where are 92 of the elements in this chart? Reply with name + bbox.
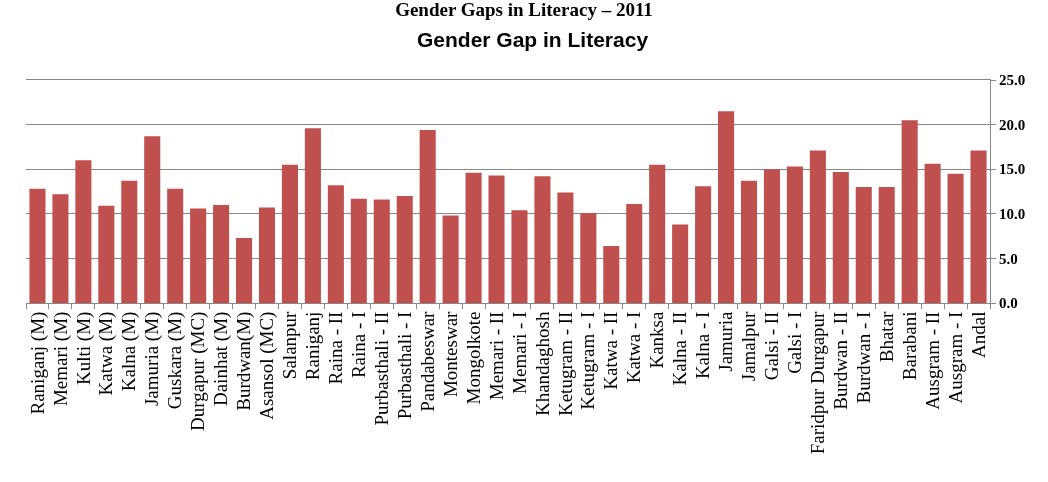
bar — [534, 176, 551, 303]
x-tick-label: Purbasthali - II — [370, 311, 392, 426]
bar — [786, 166, 803, 303]
bar — [970, 150, 987, 303]
bar — [511, 210, 528, 303]
bar — [419, 129, 436, 303]
x-tick-label: Memari - I — [508, 311, 530, 394]
bar — [626, 203, 643, 303]
y-tick-label: 5.0 — [999, 250, 1018, 267]
bar — [75, 160, 92, 303]
x-tick-label: Burdwan - I — [852, 311, 874, 404]
bar — [442, 215, 459, 303]
x-tick-label: Mongolkote — [462, 311, 484, 405]
x-tick-label: Memari (M) — [49, 311, 72, 407]
x-tick-label: Andal — [967, 311, 989, 359]
bar — [258, 207, 276, 303]
bar — [396, 195, 413, 303]
bar — [281, 164, 298, 303]
x-tick-label: Purbasthali - I — [393, 311, 415, 420]
x-tick-label: Raniganj (M) — [26, 311, 49, 415]
bar — [695, 186, 712, 303]
x-tick-label: Burdwan(M) — [233, 311, 256, 411]
x-tick-label: Kulti (M) — [72, 311, 95, 385]
x-tick-label: Monteswar — [439, 310, 461, 398]
bar — [763, 169, 780, 303]
x-tick-label: Salanpur — [279, 310, 301, 380]
y-tick-label: 10.0 — [999, 206, 1026, 223]
y-tick-label: 20.0 — [999, 116, 1026, 133]
bar — [350, 198, 367, 303]
chart-title: Gender Gaps in Literacy – 2011 — [395, 0, 653, 20]
bar — [924, 163, 941, 303]
x-tick-label: Katwa (M) — [95, 311, 118, 396]
x-tick-label: Kalna (M) — [118, 311, 141, 392]
x-tick-label: Katwa - II — [600, 311, 622, 390]
y-tick-label: 0.0 — [999, 295, 1018, 312]
bar — [373, 199, 390, 303]
x-tick-label: Durgapur (MC) — [187, 311, 210, 432]
x-tick-label: Barabani — [898, 311, 920, 381]
x-tick-label: Kanksa — [646, 311, 668, 369]
bar — [465, 172, 482, 303]
x-tick-label: Galsi - II — [761, 311, 783, 381]
bar — [718, 111, 735, 303]
bar — [236, 237, 253, 303]
x-tick-label: Burdwan - II — [829, 311, 851, 410]
x-tick-label: Jamuria (M) — [141, 311, 164, 407]
bar — [213, 204, 230, 303]
x-tick-label: Ausgram - I — [944, 311, 966, 404]
x-tick-label: Guskara (M) — [164, 311, 187, 410]
bar — [52, 194, 69, 303]
x-tick-label: Bhatar — [875, 310, 897, 363]
bar — [144, 136, 161, 303]
bar — [740, 180, 758, 303]
x-tick-label: Pandabeswar — [416, 310, 438, 412]
bar — [878, 187, 895, 303]
bar — [327, 185, 344, 303]
bar — [488, 175, 505, 303]
x-tick-label: Katwa - I — [623, 311, 645, 384]
bar — [855, 187, 872, 303]
x-tick-label: Galsi - I — [784, 311, 806, 374]
x-tick-label: Jamalpur — [738, 310, 760, 382]
x-tick-label: Asansol (MC) — [256, 311, 279, 420]
bar — [947, 173, 964, 303]
bar — [649, 164, 666, 303]
x-tick-label: Kalna - I — [692, 311, 714, 380]
bar — [901, 120, 918, 303]
bar — [304, 128, 321, 303]
x-tick-label: Ketugram - I — [577, 311, 599, 410]
x-tick-label: Khandaghosh — [531, 311, 553, 417]
bar — [672, 224, 689, 303]
bar — [98, 205, 115, 303]
x-tick-label: Raina - II — [325, 311, 347, 385]
x-tick-label: Dainhat (M) — [210, 311, 233, 407]
x-tick-label: Faridpur Durgapur — [807, 310, 829, 455]
bar — [167, 188, 184, 303]
bar — [190, 208, 207, 303]
x-tick-label: Raina - I — [347, 311, 369, 379]
chart-subtitle: Gender Gap in Literacy — [417, 28, 649, 51]
x-tick-label: Ketugram - II — [554, 311, 576, 417]
x-tick-label: Kalna - II — [669, 311, 691, 386]
x-tick-label: Memari - II — [485, 311, 507, 401]
bar — [580, 212, 597, 303]
x-tick-label: Ausgram - II — [921, 311, 943, 410]
bar — [603, 245, 620, 303]
y-tick-label: 15.0 — [999, 161, 1026, 178]
x-tick-label: Jamuria — [715, 311, 737, 372]
bar — [557, 192, 574, 303]
bar — [809, 150, 826, 303]
y-tick-label: 25.0 — [999, 72, 1026, 89]
bar — [121, 180, 138, 303]
bar — [29, 188, 46, 303]
bar — [832, 171, 849, 303]
x-tick-label: Raniganj — [302, 311, 324, 381]
